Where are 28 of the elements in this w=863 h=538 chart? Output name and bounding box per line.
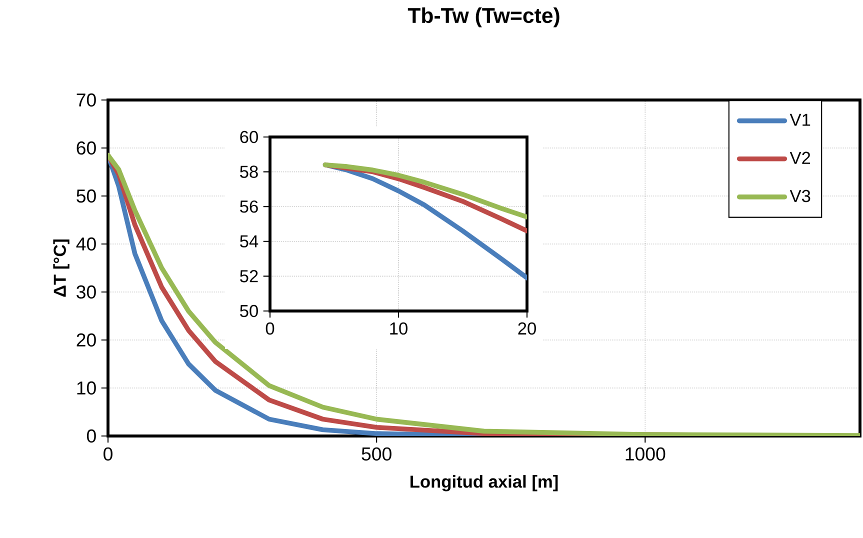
x-axis-title: Longitud axial [m] xyxy=(410,475,558,492)
y-tick-label: 50 xyxy=(240,304,258,318)
legend-label: V3 xyxy=(790,190,810,202)
line-series xyxy=(322,162,528,220)
chart-title: Tb-Tw (Tw=cte) xyxy=(408,7,560,28)
x-tick-label: 10 xyxy=(390,322,408,335)
y-tick-label: 54 xyxy=(240,235,258,248)
y-tick-label: 56 xyxy=(240,200,258,213)
y-tick-label: 20 xyxy=(76,333,96,347)
y-tick-label: 60 xyxy=(76,141,96,155)
y-tick-label: 70 xyxy=(76,93,96,107)
y-tick-label: 58 xyxy=(240,166,258,178)
y-tick-label: 50 xyxy=(76,189,96,203)
x-tick-label: 0 xyxy=(104,447,112,461)
y-tick-label: 40 xyxy=(76,237,96,251)
y-tick-label: 0 xyxy=(86,429,96,443)
x-tick-label: 0 xyxy=(266,322,274,335)
x-tick-label: 20 xyxy=(518,322,536,335)
x-tick-label: 500 xyxy=(362,447,392,461)
legend-label: V1 xyxy=(790,114,810,126)
y-axis-title: ΔT [°C] xyxy=(53,240,70,297)
y-tick-label: 52 xyxy=(240,270,258,282)
y-tick-label: 60 xyxy=(240,130,258,144)
x-tick-label: 1000 xyxy=(626,447,666,461)
y-tick-label: 10 xyxy=(77,381,96,395)
y-tick-label: 30 xyxy=(76,285,96,299)
legend-label: V2 xyxy=(790,152,810,164)
line-series xyxy=(108,152,860,436)
